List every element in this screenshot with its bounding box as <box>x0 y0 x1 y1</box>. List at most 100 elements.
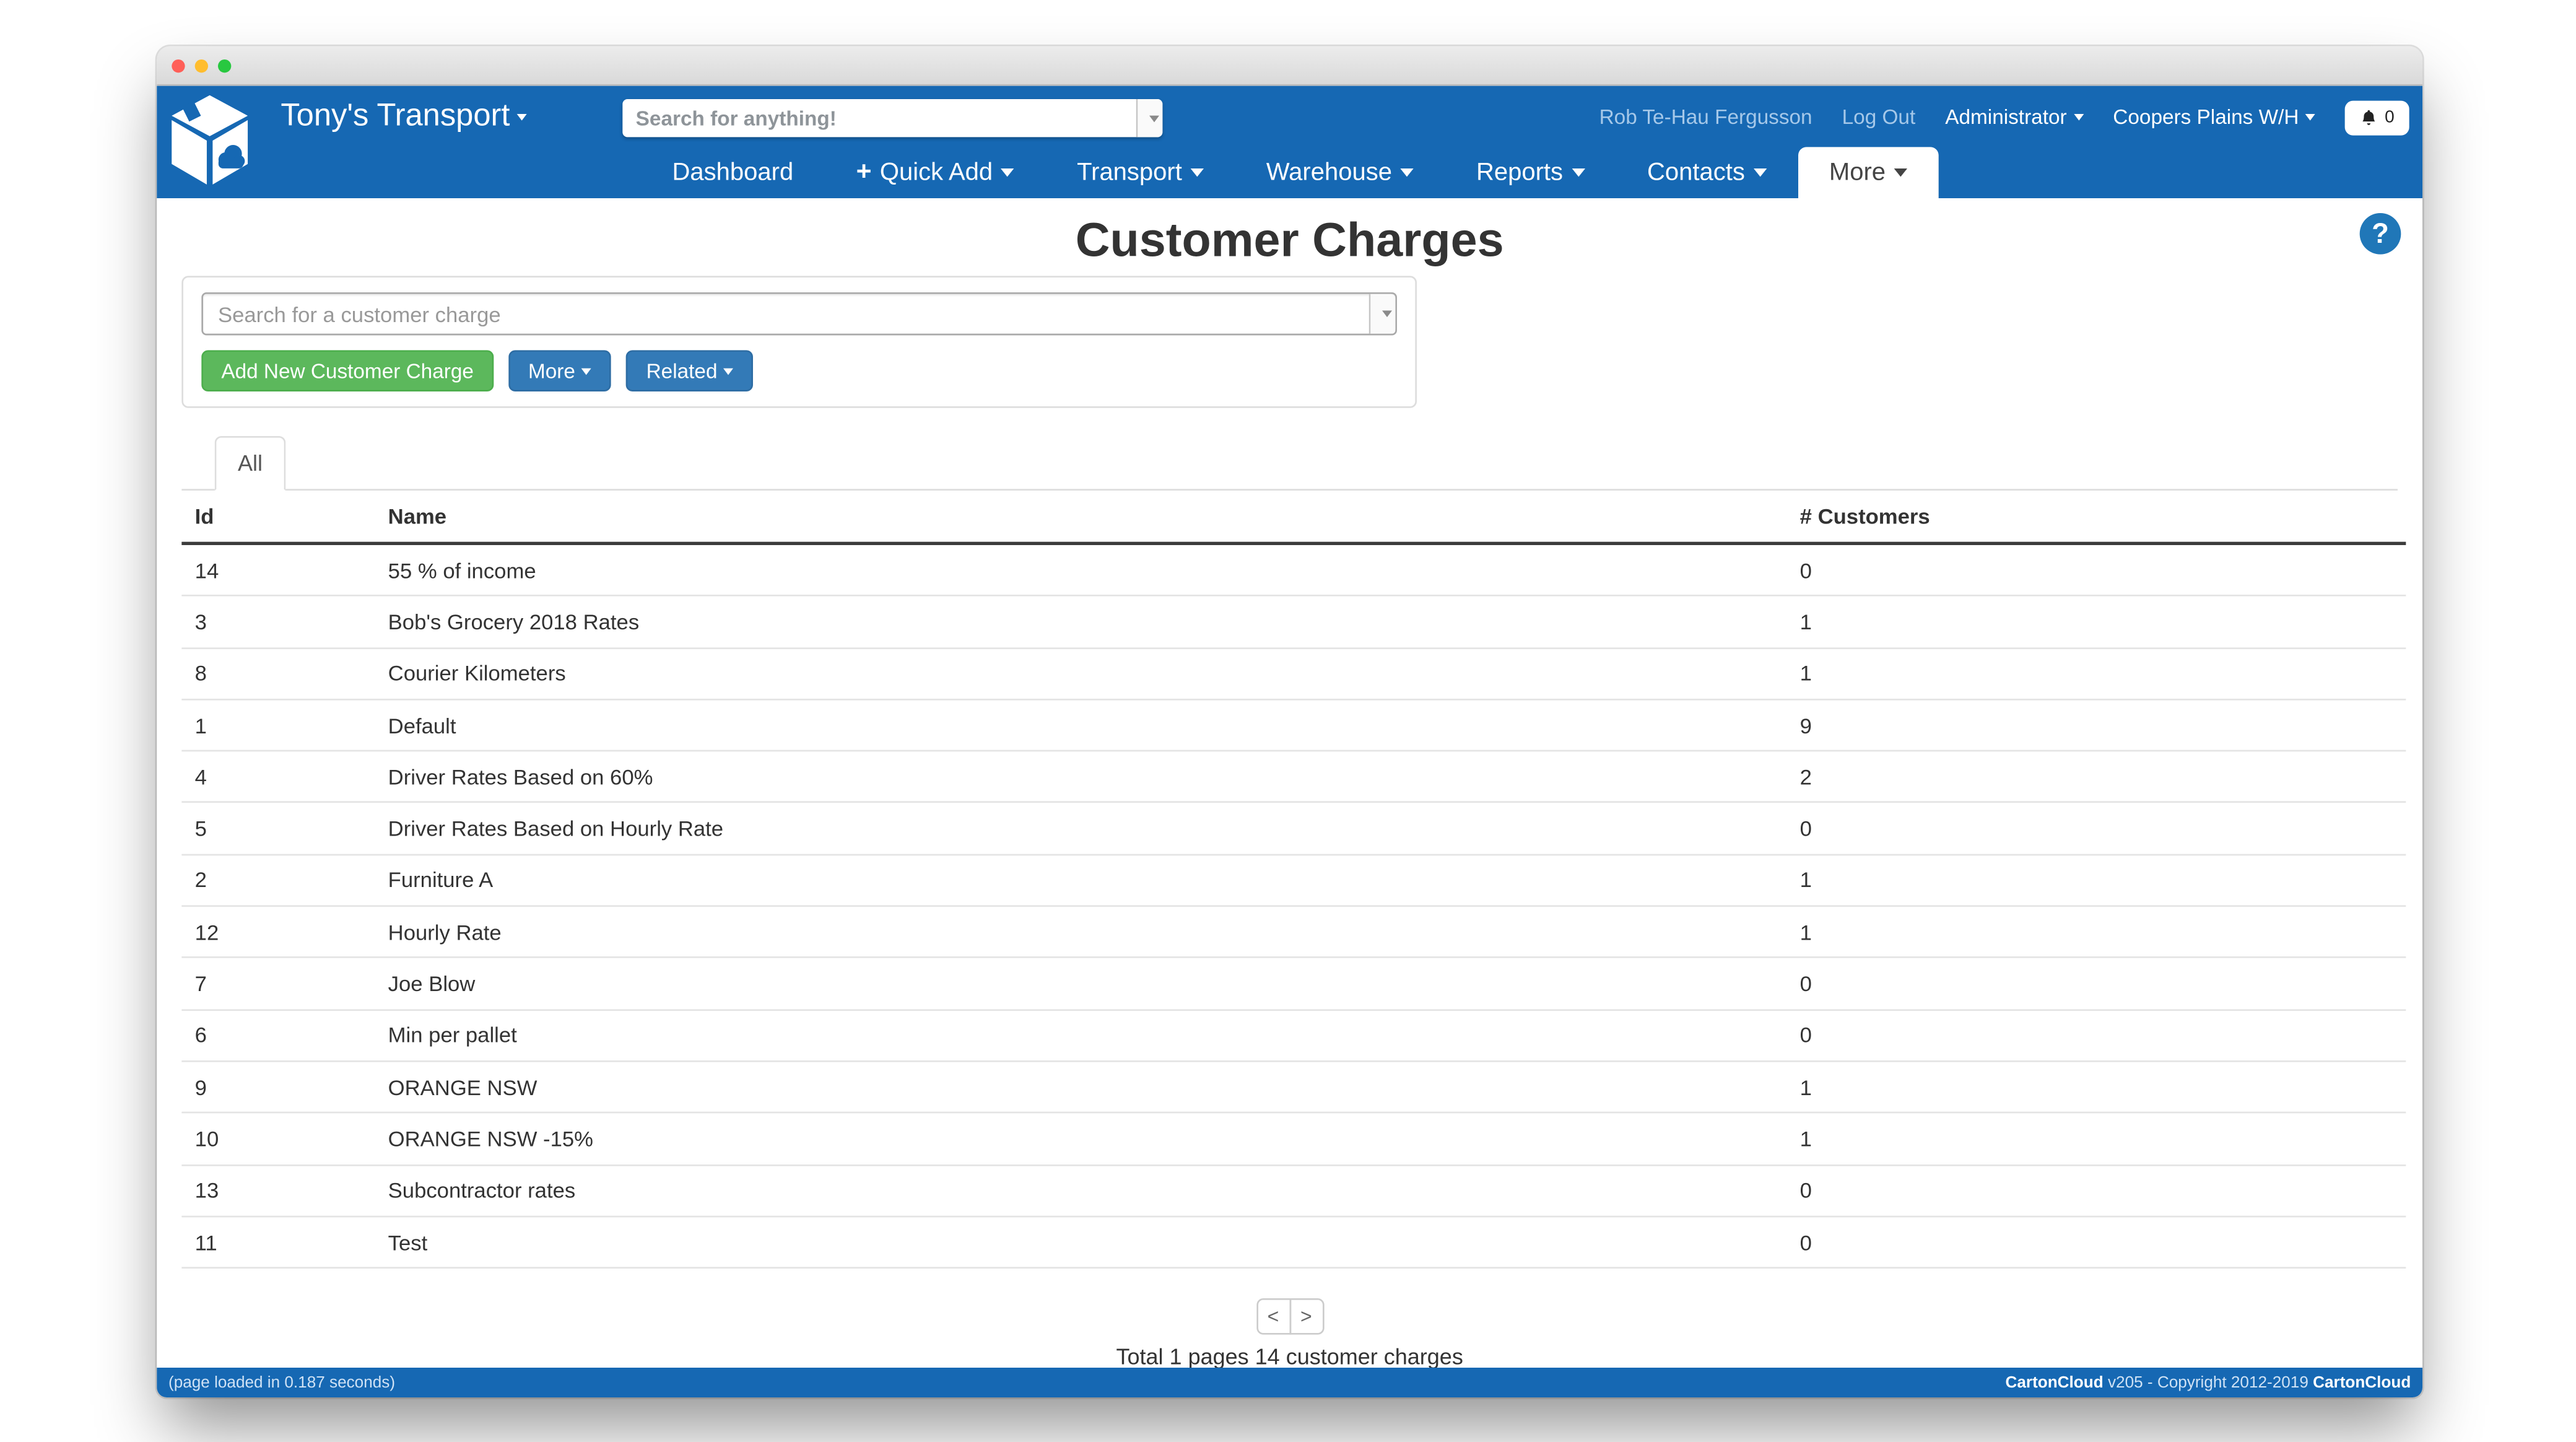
page-content: Customer Charges ? Add New Customer Char… <box>157 198 2423 1370</box>
cell-customers: 1 <box>1799 1074 1812 1099</box>
zoom-button[interactable] <box>218 58 232 72</box>
nav-item-label: Reports <box>1476 159 1564 187</box>
global-search-input[interactable] <box>622 99 1136 138</box>
question-mark-icon: ? <box>2372 217 2389 249</box>
cell-id: 1 <box>194 712 207 738</box>
cell-id: 8 <box>194 661 207 686</box>
nav-item-quick-add[interactable]: + Quick Add <box>825 147 1046 198</box>
version-copyright-text: v205 - Copyright 2012-2019 <box>2103 1373 2313 1392</box>
cell-name: 55 % of income <box>388 557 536 583</box>
nav-item-label: Dashboard <box>672 159 794 187</box>
cell-customers: 0 <box>1799 1023 1812 1048</box>
warehouse-menu[interactable]: Coopers Plains W/H <box>2113 105 2316 129</box>
table-row[interactable]: 4 Driver Rates Based on 60% 2 <box>181 752 2406 804</box>
caret-down-icon <box>581 367 592 375</box>
cell-name: Driver Rates Based on 60% <box>388 764 653 790</box>
nav-item-reports[interactable]: Reports <box>1445 147 1616 198</box>
table-row[interactable]: 14 55 % of income 0 <box>181 545 2406 597</box>
more-button[interactable]: More <box>508 350 612 392</box>
caret-down-icon <box>2305 114 2316 121</box>
caret-down-icon <box>1381 310 1391 318</box>
cell-customers: 1 <box>1799 868 1812 893</box>
caret-down-icon <box>1894 168 1907 177</box>
table-row[interactable]: 7 Joe Blow 0 <box>181 959 2406 1011</box>
nav-item-contacts[interactable]: Contacts <box>1616 147 1798 198</box>
cell-name: Bob's Grocery 2018 Rates <box>388 609 640 634</box>
cell-customers: 0 <box>1799 971 1812 997</box>
cell-customers: 9 <box>1799 712 1812 738</box>
search-dropdown-toggle[interactable] <box>1136 99 1163 138</box>
table-row[interactable]: 1 Default 9 <box>181 700 2406 752</box>
cell-name: ORANGE NSW <box>388 1074 537 1099</box>
nav-links: Dashboard + Quick Add Transport Warehous… <box>157 147 2422 199</box>
caret-down-icon <box>1753 168 1767 177</box>
cell-customers: 1 <box>1799 1126 1812 1151</box>
notifications-button[interactable]: 0 <box>2345 100 2409 135</box>
brand-menu[interactable]: Tony's Transport <box>281 99 527 136</box>
cartoncloud-link[interactable]: CartonCloud <box>2313 1373 2411 1392</box>
cell-customers: 0 <box>1799 557 1812 583</box>
help-button[interactable]: ? <box>2359 213 2401 255</box>
nav-item-label: Warehouse <box>1266 159 1392 187</box>
related-button[interactable]: Related <box>626 350 754 392</box>
nav-item-transport[interactable]: Transport <box>1046 147 1235 198</box>
action-buttons: Add New Customer Charge More Related <box>201 350 1397 392</box>
column-header-customers: # Customers <box>1799 504 1930 529</box>
nav-item-label: Quick Add <box>879 159 993 187</box>
admin-menu[interactable]: Administrator <box>1945 106 2084 129</box>
cell-name: Hourly Rate <box>388 919 502 945</box>
charge-search-input[interactable] <box>203 294 1369 334</box>
cell-name: Courier Kilometers <box>388 661 566 686</box>
minimize-button[interactable] <box>194 58 209 72</box>
pagination-summary: Total 1 pages 14 customer charges <box>1116 1345 1463 1370</box>
nav-item-label: Contacts <box>1647 159 1745 187</box>
table-row[interactable]: 3 Bob's Grocery 2018 Rates 1 <box>181 596 2406 649</box>
table-row[interactable]: 8 Courier Kilometers 1 <box>181 649 2406 701</box>
close-button[interactable] <box>172 58 185 72</box>
brand-label: Tony's Transport <box>281 99 510 134</box>
table-row[interactable]: 2 Furniture A 1 <box>181 855 2406 907</box>
nav-item-warehouse[interactable]: Warehouse <box>1235 147 1445 198</box>
charge-search <box>201 292 1398 336</box>
global-search <box>622 99 1163 138</box>
nav-item-more[interactable]: More <box>1798 147 1939 199</box>
cell-id: 14 <box>194 557 219 583</box>
cell-customers: 0 <box>1799 1178 1812 1203</box>
cell-name: ORANGE NSW -15% <box>388 1126 594 1151</box>
table-row[interactable]: 9 ORANGE NSW 1 <box>181 1062 2406 1114</box>
warehouse-menu-label: Coopers Plains W/H <box>2113 105 2299 129</box>
cell-customers: 1 <box>1799 661 1812 686</box>
tab-bar: All <box>181 436 2398 491</box>
nav-item-label: More <box>1829 159 1886 187</box>
cell-name: Driver Rates Based on Hourly Rate <box>388 816 724 841</box>
previous-page-button[interactable]: < <box>1256 1298 1291 1335</box>
table-row[interactable]: 10 ORANGE NSW -15% 1 <box>181 1114 2406 1166</box>
cell-name: Subcontractor rates <box>388 1178 576 1203</box>
next-page-button[interactable]: > <box>1289 1298 1324 1335</box>
cartoncloud-logo-icon[interactable] <box>163 91 256 193</box>
pagination: < > <box>157 1298 2422 1335</box>
charges-table: Id Name # Customers 14 55 % of income 0 … <box>181 491 2406 1269</box>
cartoncloud-link[interactable]: CartonCloud <box>2005 1373 2104 1392</box>
table-row[interactable]: 5 Driver Rates Based on Hourly Rate 0 <box>181 803 2406 855</box>
table-row[interactable]: 12 Hourly Rate 1 <box>181 907 2406 959</box>
charge-search-dropdown-toggle[interactable] <box>1368 294 1396 334</box>
user-area: Rob Te-Hau Fergusson Log Out Administrat… <box>1599 86 2409 149</box>
window-titlebar <box>157 46 2423 86</box>
column-header-name: Name <box>388 504 447 529</box>
add-new-customer-charge-button[interactable]: Add New Customer Charge <box>201 350 494 392</box>
table-row[interactable]: 6 Min per pallet 0 <box>181 1010 2406 1062</box>
nav-item-dashboard[interactable]: Dashboard <box>641 147 825 198</box>
page-load-time: (page loaded in 0.187 seconds) <box>168 1373 396 1392</box>
cell-name: Min per pallet <box>388 1023 517 1048</box>
cell-customers: 0 <box>1799 1230 1812 1255</box>
cell-id: 5 <box>194 816 207 841</box>
caret-down-icon <box>1148 115 1159 122</box>
nav-item-label: Transport <box>1077 159 1182 187</box>
app-footer: (page loaded in 0.187 seconds) CartonClo… <box>157 1368 2423 1398</box>
table-row[interactable]: 11 Test 0 <box>181 1217 2406 1269</box>
page-header: Customer Charges ? <box>157 198 2422 276</box>
tab-all[interactable]: All <box>214 436 286 491</box>
table-row[interactable]: 13 Subcontractor rates 0 <box>181 1166 2406 1217</box>
logout-link[interactable]: Log Out <box>1842 105 1916 129</box>
